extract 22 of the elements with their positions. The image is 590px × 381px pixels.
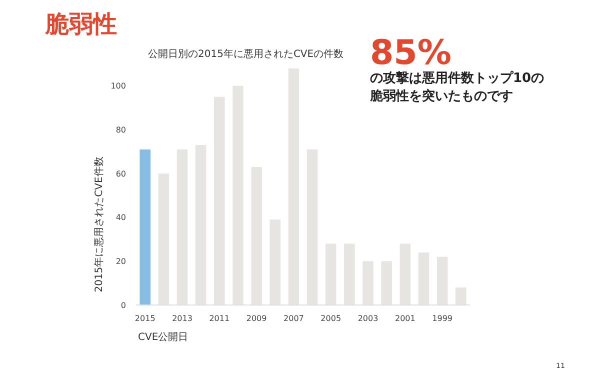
y-tick-label: 40	[116, 213, 126, 222]
y-tick-label: 80	[116, 126, 126, 135]
x-tick-label: 2015	[134, 314, 156, 323]
bar	[140, 149, 150, 305]
y-tick-label: 60	[116, 169, 126, 178]
x-tick-label: 2003	[358, 314, 378, 323]
y-tick-label: 0	[120, 300, 126, 310]
chart-title: 脆弱性	[44, 10, 117, 38]
x-tick-label: 2001	[394, 314, 416, 323]
x-tick-label: 2007	[284, 314, 304, 323]
chart-subtitle: 公開日別の2015年に悪用されたCVEの件数	[148, 48, 344, 60]
annotation: の攻撃は悪用件数トップ10の	[370, 70, 544, 86]
x-tick-label: 2011	[209, 314, 230, 323]
x-tick-label: 1999	[432, 314, 452, 323]
x-axis-title: CVE公開日	[138, 331, 188, 343]
y-axis-title: 2015年に悪用されたCVE件数	[93, 156, 105, 292]
x-tick-label: 2013	[172, 314, 192, 323]
annotation: 脆弱性を突いたものです	[369, 88, 513, 104]
y-tick-label: 20	[116, 256, 126, 266]
x-tick-label: 2009	[246, 314, 267, 323]
y-tick-label: 100	[110, 82, 126, 91]
x-tick-label: 2005	[320, 314, 342, 323]
